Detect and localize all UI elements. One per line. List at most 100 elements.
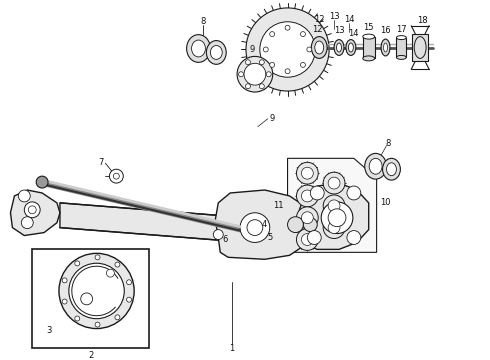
Circle shape <box>285 69 290 74</box>
Ellipse shape <box>348 43 353 52</box>
Circle shape <box>75 316 80 321</box>
Circle shape <box>126 297 131 302</box>
Polygon shape <box>10 190 60 235</box>
Polygon shape <box>215 190 307 259</box>
Circle shape <box>259 84 264 89</box>
Circle shape <box>247 220 263 235</box>
Text: 4: 4 <box>262 220 267 229</box>
Circle shape <box>301 234 313 246</box>
Circle shape <box>301 190 313 202</box>
Ellipse shape <box>192 40 205 57</box>
Text: 9: 9 <box>270 114 275 123</box>
Polygon shape <box>363 37 375 58</box>
Ellipse shape <box>381 39 390 56</box>
Ellipse shape <box>396 55 406 59</box>
Ellipse shape <box>383 158 400 180</box>
Circle shape <box>300 32 305 37</box>
Circle shape <box>245 60 250 65</box>
Text: 12: 12 <box>312 25 322 34</box>
Circle shape <box>126 280 131 285</box>
Circle shape <box>301 212 313 224</box>
Text: 16: 16 <box>380 26 391 35</box>
Ellipse shape <box>337 43 342 52</box>
Text: 14: 14 <box>347 29 358 38</box>
Circle shape <box>239 72 244 77</box>
Circle shape <box>328 209 346 227</box>
Circle shape <box>323 217 345 239</box>
Circle shape <box>303 218 317 231</box>
Ellipse shape <box>384 43 388 52</box>
Ellipse shape <box>187 35 210 62</box>
Circle shape <box>285 25 290 30</box>
Circle shape <box>270 62 274 67</box>
Text: 7: 7 <box>98 158 103 167</box>
Ellipse shape <box>365 153 387 179</box>
Circle shape <box>328 177 340 189</box>
Circle shape <box>28 206 36 214</box>
Polygon shape <box>396 37 406 57</box>
Circle shape <box>62 278 67 283</box>
Text: 12: 12 <box>314 15 324 24</box>
Circle shape <box>323 195 345 217</box>
Text: 5: 5 <box>268 233 273 242</box>
Circle shape <box>328 200 340 212</box>
Circle shape <box>36 176 48 188</box>
Circle shape <box>307 47 312 52</box>
Text: 3: 3 <box>47 326 52 335</box>
Circle shape <box>347 231 361 244</box>
Circle shape <box>95 322 100 327</box>
Circle shape <box>240 213 270 243</box>
Circle shape <box>347 186 361 200</box>
Text: 13: 13 <box>329 12 340 21</box>
Ellipse shape <box>369 158 382 174</box>
Circle shape <box>300 62 305 67</box>
Ellipse shape <box>206 41 226 64</box>
Circle shape <box>62 299 67 304</box>
Text: 13: 13 <box>334 26 344 35</box>
Text: 14: 14 <box>343 15 354 24</box>
Circle shape <box>328 222 340 234</box>
Circle shape <box>95 255 100 260</box>
Circle shape <box>244 63 266 85</box>
Circle shape <box>260 22 315 77</box>
Ellipse shape <box>387 163 396 176</box>
Text: 8: 8 <box>201 17 206 26</box>
Circle shape <box>307 231 321 244</box>
Circle shape <box>263 47 268 52</box>
Text: 17: 17 <box>396 25 407 34</box>
Text: 15: 15 <box>364 23 374 32</box>
Circle shape <box>213 230 223 239</box>
Text: 6: 6 <box>222 235 228 244</box>
Circle shape <box>296 229 318 250</box>
Text: 1: 1 <box>229 344 235 353</box>
Circle shape <box>106 269 114 277</box>
Circle shape <box>109 169 123 183</box>
Circle shape <box>310 186 324 200</box>
Circle shape <box>259 60 264 65</box>
Circle shape <box>81 293 93 305</box>
Ellipse shape <box>210 45 222 59</box>
Ellipse shape <box>363 34 375 39</box>
Circle shape <box>301 167 313 179</box>
Circle shape <box>115 315 120 320</box>
Polygon shape <box>412 33 428 61</box>
Circle shape <box>59 253 134 329</box>
Circle shape <box>18 190 30 202</box>
Text: 10: 10 <box>381 198 391 207</box>
Circle shape <box>115 262 120 267</box>
Circle shape <box>237 57 273 92</box>
Ellipse shape <box>396 36 406 40</box>
Circle shape <box>24 202 40 218</box>
Circle shape <box>22 217 33 229</box>
Circle shape <box>288 217 303 233</box>
Circle shape <box>296 162 318 184</box>
Circle shape <box>321 202 353 234</box>
Circle shape <box>245 84 250 89</box>
Ellipse shape <box>346 40 356 55</box>
Ellipse shape <box>334 40 344 55</box>
Text: 8: 8 <box>386 139 391 148</box>
Text: 9: 9 <box>249 45 254 54</box>
Circle shape <box>270 32 274 37</box>
Circle shape <box>296 207 318 229</box>
Circle shape <box>266 72 271 77</box>
